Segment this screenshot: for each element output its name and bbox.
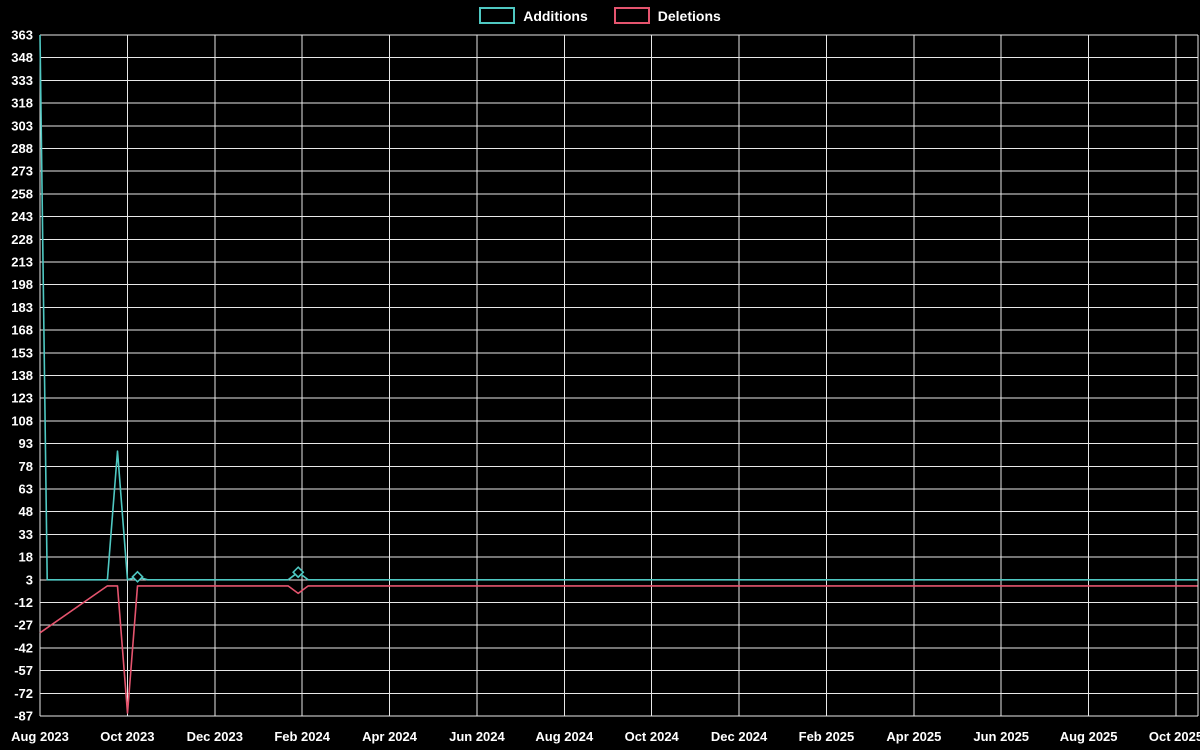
x-tick-label: Apr 2024 [362,729,418,744]
y-tick-label: 183 [11,300,33,315]
y-tick-label: 243 [11,209,33,224]
y-tick-label: -42 [14,640,33,655]
x-tick-label: Oct 2024 [625,729,680,744]
y-tick-label: 363 [11,28,33,43]
x-tick-label: Dec 2023 [187,729,243,744]
chart-legend: Additions Deletions [0,7,1200,24]
y-tick-label: 18 [19,550,33,565]
y-tick-label: -27 [14,618,33,633]
y-tick-label: -72 [14,686,33,701]
legend-label-additions: Additions [523,7,588,24]
y-tick-label: 318 [11,96,33,111]
x-tick-label: Feb 2024 [274,729,330,744]
y-tick-label: 273 [11,164,33,179]
additions-swatch-icon [479,7,516,24]
y-tick-label: 198 [11,277,33,292]
y-tick-label: 168 [11,323,33,338]
x-tick-label: Jun 2025 [973,729,1029,744]
y-tick-label: 78 [19,459,33,474]
y-tick-label: 303 [11,118,33,133]
legend-item-deletions[interactable]: Deletions [613,7,721,24]
y-tick-label: 48 [19,504,33,519]
y-tick-label: 108 [11,413,33,428]
x-tick-label: Aug 2024 [535,729,594,744]
point-marker-additions [131,570,144,583]
y-tick-label: 213 [11,255,33,270]
y-tick-label: 123 [11,391,33,406]
y-tick-label: 258 [11,186,33,201]
x-tick-label: Dec 2024 [711,729,768,744]
x-tick-label: Oct 2023 [100,729,154,744]
y-tick-label: 138 [11,368,33,383]
y-tick-label: 63 [19,482,33,497]
y-tick-label: 228 [11,232,33,247]
y-tick-label: 153 [11,345,33,360]
deletions-swatch-icon [613,7,650,24]
y-tick-label: -12 [14,595,33,610]
x-tick-label: Feb 2025 [799,729,855,744]
series-line-deletions [39,585,1198,714]
y-tick-label: 333 [11,73,33,88]
x-tick-label: Aug 2025 [1060,729,1118,744]
legend-label-deletions: Deletions [657,7,721,24]
point-marker-additions [292,566,305,579]
x-tick-label: Jun 2024 [449,729,505,744]
y-tick-label: -87 [14,709,33,724]
y-tick-label: 93 [19,436,33,451]
x-tick-label: Apr 2025 [886,729,941,744]
y-tick-label: -57 [14,663,33,678]
y-tick-label: 33 [19,527,33,542]
y-tick-label: 288 [11,141,33,156]
y-tick-label: 3 [26,572,33,587]
legend-item-additions[interactable]: Additions [479,7,588,24]
y-tick-label: 348 [11,50,33,65]
x-tick-label: Oct 2025 [1149,729,1200,744]
x-tick-label: Aug 2023 [11,729,69,744]
